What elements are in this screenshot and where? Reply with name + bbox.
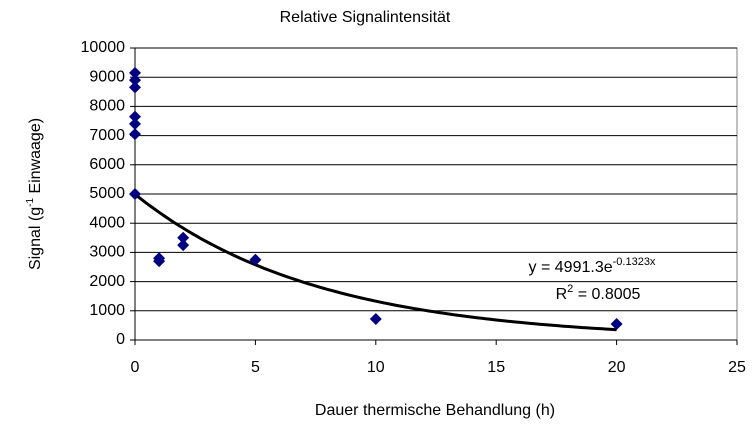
data-point — [129, 81, 141, 94]
r2-sup: 2 — [567, 283, 573, 295]
x-tick-label: 10 — [367, 359, 385, 376]
y-tick-label: 3000 — [89, 244, 125, 261]
y-axis-label-text: Signal (g — [27, 207, 44, 270]
r2-text: R — [556, 286, 568, 303]
y-tick-label: 7000 — [89, 127, 125, 144]
x-axis-label: Dauer thermische Behandlung (h) — [315, 402, 555, 419]
equation-text: y = 4991.3e — [529, 259, 613, 276]
y-tick-label: 0 — [116, 331, 125, 348]
y-tick-label: 6000 — [89, 156, 125, 173]
x-tick-label: 5 — [251, 359, 260, 376]
trendline-equation: y = 4991.3e-0.1323x — [529, 256, 656, 276]
y-tick-label: 8000 — [89, 98, 125, 115]
y-tick-label: 10000 — [81, 39, 126, 56]
y-axis-label-rest: Einwaage) — [27, 118, 44, 198]
data-point — [177, 239, 190, 252]
data-point — [129, 74, 141, 87]
data-point — [129, 66, 141, 79]
data-point — [177, 231, 190, 244]
equation-sup: -0.1323x — [613, 256, 656, 268]
data-point — [129, 128, 141, 141]
y-tick-label: 5000 — [89, 185, 125, 202]
data-point — [153, 255, 166, 268]
y-axis-label-sup: -1 — [25, 198, 36, 207]
data-point — [129, 188, 141, 200]
y-tick-label: 4000 — [89, 214, 125, 231]
r2-rest: = 0.8005 — [573, 286, 640, 303]
data-point — [129, 117, 141, 130]
x-tick-label: 20 — [608, 359, 626, 376]
trendline-r2: R2 = 0.8005 — [556, 283, 641, 303]
data-point — [249, 253, 262, 266]
y-tick-label: 1000 — [89, 302, 125, 319]
y-axis-label: Signal (g-1 Einwaage) — [25, 118, 45, 270]
data-point — [610, 317, 623, 330]
data-point — [369, 312, 382, 325]
y-tick-label: 9000 — [89, 68, 125, 85]
x-tick-label: 25 — [728, 359, 746, 376]
x-tick-label: 0 — [131, 359, 140, 376]
data-point — [129, 110, 141, 123]
trendline — [134, 193, 617, 332]
x-tick-label: 15 — [487, 359, 505, 376]
chart-title: Relative Signalintensität — [280, 9, 451, 26]
y-tick-label: 2000 — [89, 273, 125, 290]
